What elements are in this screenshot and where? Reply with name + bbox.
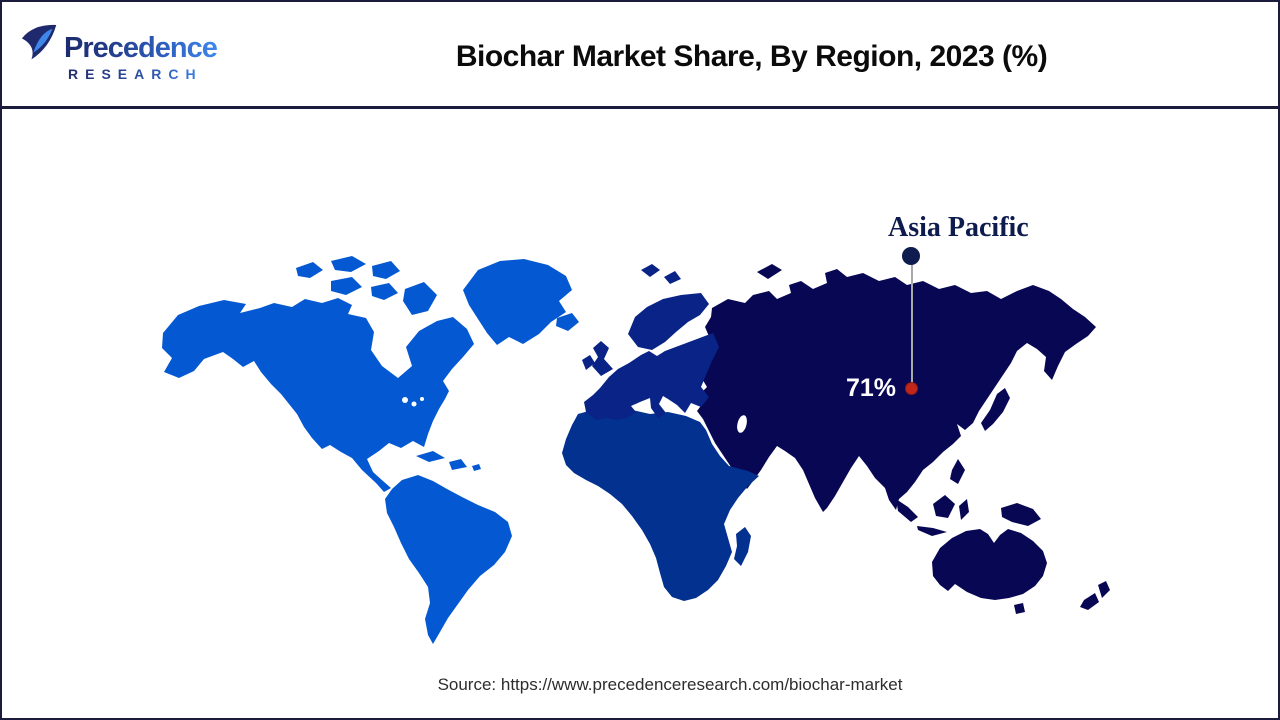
brand-logo: Precedence RESEARCH bbox=[18, 22, 238, 94]
callout-region-label: Asia Pacific bbox=[888, 212, 1029, 243]
logo-subname: RESEARCH bbox=[68, 66, 203, 82]
region-europe bbox=[582, 264, 719, 420]
callout-marker-circle bbox=[902, 247, 920, 265]
world-map bbox=[162, 256, 1110, 644]
page-title: Biochar Market Share, By Region, 2023 (%… bbox=[455, 40, 1048, 73]
logo-leaf-icon bbox=[21, 24, 57, 60]
source-text: Source: https://www.precedenceresearch.c… bbox=[437, 675, 903, 694]
header: Precedence RESEARCH Biochar Market Share… bbox=[2, 2, 1278, 109]
callout-value: 71% bbox=[845, 374, 896, 402]
logo-name: Precedence bbox=[64, 32, 218, 64]
region-asia-pacific bbox=[697, 264, 1110, 614]
region-americas bbox=[162, 256, 579, 644]
callout-leader-line bbox=[911, 265, 913, 383]
region-africa bbox=[562, 409, 759, 601]
callout-data-point-dot bbox=[905, 382, 918, 395]
